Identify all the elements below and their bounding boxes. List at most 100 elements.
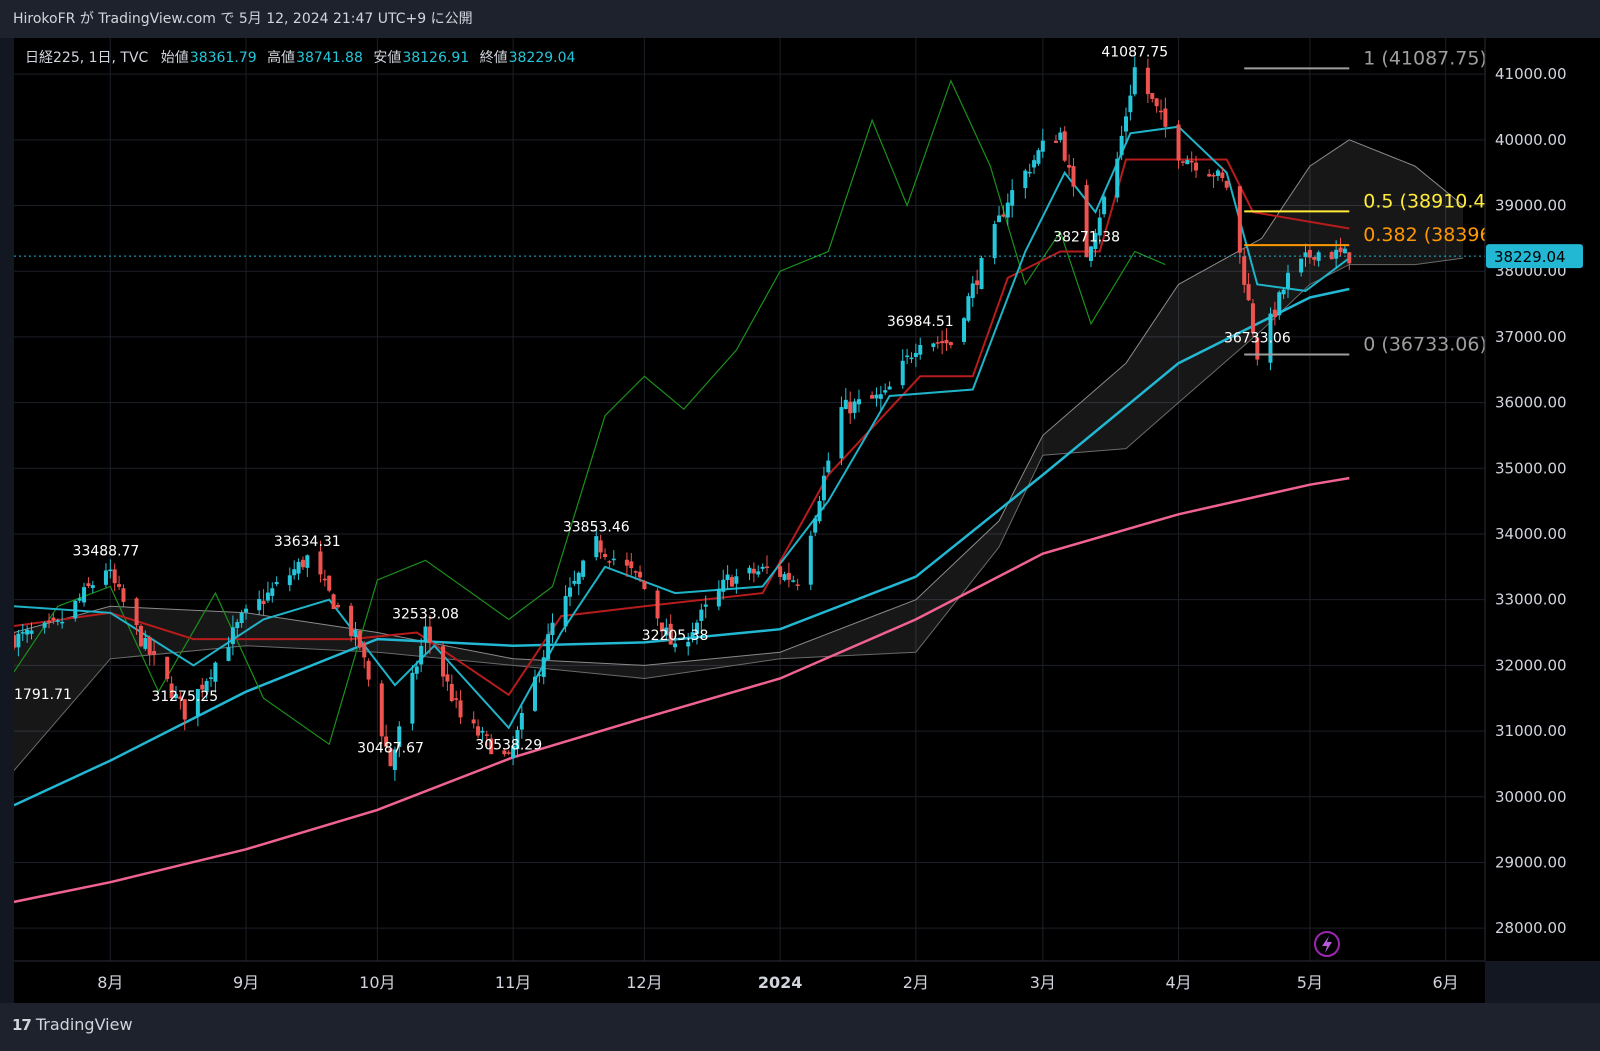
- candle-body: [51, 617, 56, 621]
- candle-body: [1281, 289, 1286, 295]
- candle-body: [1189, 160, 1194, 163]
- candle: [1220, 167, 1225, 182]
- candle-body: [1102, 196, 1107, 215]
- candle-body: [322, 578, 327, 581]
- candle-body: [458, 700, 463, 718]
- candle: [1312, 256, 1317, 266]
- candle: [178, 692, 183, 710]
- candle-body: [905, 355, 910, 358]
- price-annotation-label: 41087.75: [1101, 44, 1168, 60]
- y-axis-tick-label: 28000.00: [1495, 919, 1567, 937]
- candle: [1307, 245, 1312, 264]
- candle-body: [349, 605, 354, 637]
- y-axis-tick-label: 34000.00: [1495, 525, 1567, 543]
- price-chart[interactable]: 1 (41087.75) 0.5 (38910.41) 0.382 (38396.5…: [0, 38, 1600, 1003]
- candlesticks: [12, 56, 1352, 781]
- candle-body: [1220, 172, 1225, 179]
- candle-body: [611, 558, 616, 561]
- candle-body: [182, 699, 187, 720]
- candle-body: [427, 626, 432, 643]
- candle-body: [410, 672, 415, 724]
- candle: [335, 602, 340, 609]
- candle-body: [239, 612, 244, 624]
- chart-left-gutter: [0, 38, 14, 961]
- candle: [1303, 243, 1308, 267]
- y-axis-panel: [1485, 38, 1600, 1003]
- candle-body: [1224, 180, 1229, 188]
- candle: [948, 341, 953, 349]
- x-axis-tick-label: 10月: [359, 973, 395, 992]
- candle-body: [138, 625, 143, 647]
- candle: [454, 690, 459, 709]
- candle-body: [624, 559, 629, 566]
- candle-body: [511, 745, 516, 759]
- candle: [292, 560, 297, 580]
- candle: [668, 614, 673, 645]
- candle-body: [152, 651, 157, 655]
- candle: [182, 699, 187, 731]
- candle: [1128, 84, 1133, 121]
- candle-body: [454, 698, 459, 700]
- candle-body: [1307, 249, 1312, 258]
- candle-body: [690, 632, 695, 639]
- candle: [300, 556, 305, 570]
- lightning-icon: [1314, 931, 1340, 957]
- candle-body: [1036, 150, 1041, 164]
- price-annotations: 1791.71 33488.77 31275.25 33634.31 30487.67 3…: [14, 44, 1291, 756]
- candle: [1180, 160, 1185, 167]
- candle-body: [1154, 98, 1159, 107]
- candle: [1119, 125, 1124, 161]
- candle-body: [1088, 246, 1093, 262]
- candle: [296, 558, 301, 581]
- candle-body: [532, 676, 537, 711]
- candle-body: [178, 696, 183, 700]
- candle-body: [1097, 217, 1102, 236]
- candle-body: [664, 627, 669, 636]
- candle-body: [213, 662, 218, 682]
- candle-body: [1062, 131, 1067, 161]
- candle-body: [747, 567, 752, 574]
- candle-body: [362, 643, 367, 658]
- candle: [624, 552, 629, 578]
- y-axis-tick-label: 37000.00: [1495, 328, 1567, 346]
- candle: [173, 685, 178, 701]
- candle: [410, 665, 415, 731]
- y-axis-tick-label: 40000.00: [1495, 131, 1567, 149]
- candle-body: [1334, 249, 1339, 259]
- candle: [305, 554, 310, 577]
- candle-body: [576, 572, 581, 585]
- candle: [147, 635, 152, 666]
- tradingview-logo[interactable]: 17 TradingView: [12, 1015, 133, 1034]
- candle: [782, 571, 787, 582]
- fib-level-label: 0 (36733.06): [1363, 333, 1487, 355]
- candle-body: [117, 584, 122, 587]
- candle: [362, 641, 367, 669]
- candle-body: [935, 342, 940, 344]
- candle-body: [1115, 158, 1120, 198]
- cloud-span-a-line: [13, 139, 1464, 666]
- candle-body: [77, 598, 82, 601]
- candle-body: [659, 622, 664, 632]
- candle: [445, 663, 450, 691]
- candle-body: [673, 643, 678, 648]
- legend-high-value: 38741.88: [296, 50, 363, 66]
- y-axis-tick-label: 41000.00: [1495, 65, 1567, 83]
- y-axis-tick-label: 30000.00: [1495, 788, 1567, 806]
- candle: [940, 330, 945, 355]
- candle-body: [1145, 67, 1150, 95]
- legend-symbol[interactable]: 日経225, 1日, TVC: [25, 50, 149, 66]
- x-axis-labels: 8月 9月 10月 11月 12月 2024 2月 3月 4月 5月 6月: [97, 973, 1458, 992]
- candle-body: [16, 633, 21, 648]
- candle-body: [449, 683, 454, 702]
- candle-body: [1255, 337, 1260, 360]
- candle-body: [918, 345, 923, 355]
- y-axis-tick-label: 33000.00: [1495, 591, 1567, 609]
- candle: [1058, 127, 1063, 143]
- candle-body: [1180, 161, 1185, 163]
- candle-body: [55, 620, 60, 622]
- candle: [392, 746, 397, 781]
- candle: [1268, 307, 1273, 371]
- candle: [944, 328, 949, 351]
- candle: [821, 466, 826, 510]
- candle-body: [235, 622, 240, 628]
